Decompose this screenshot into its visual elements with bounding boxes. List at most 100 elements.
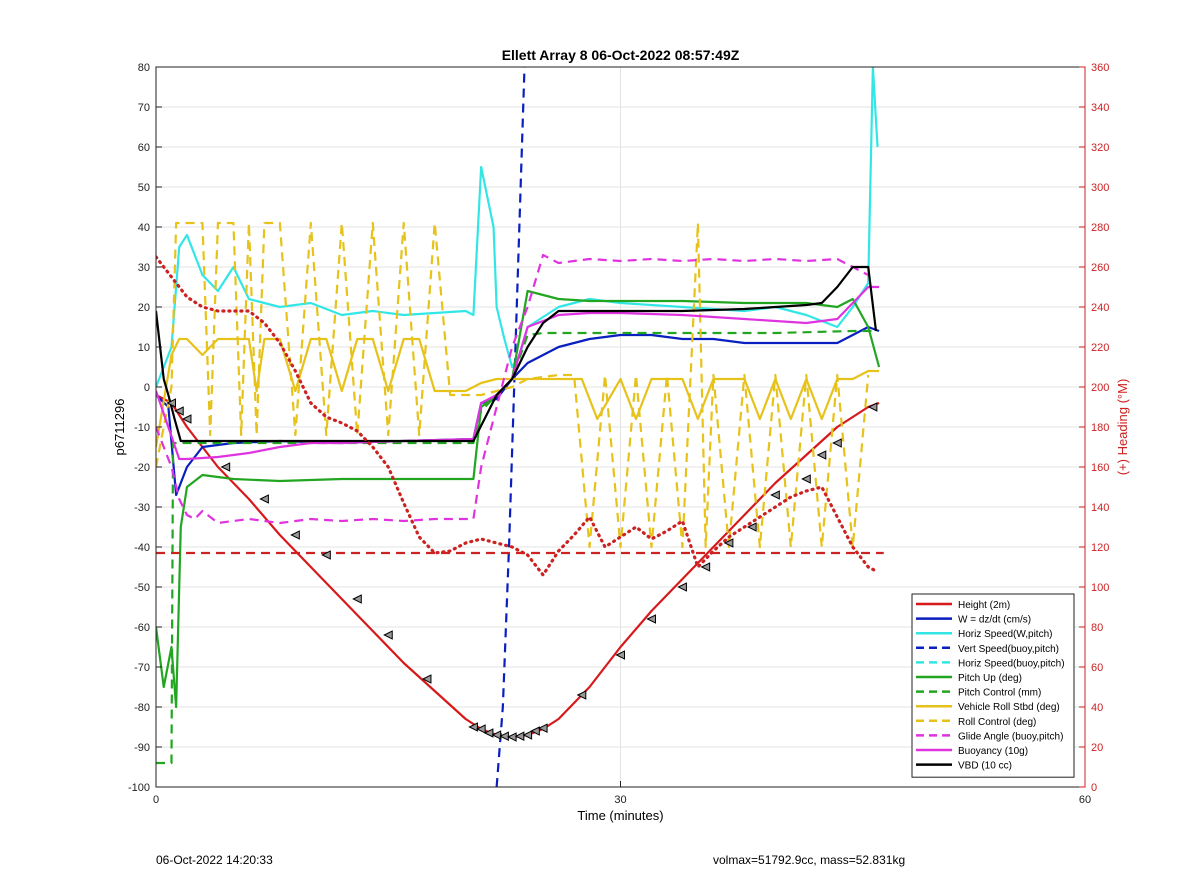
y-tick-label: 0	[144, 382, 150, 394]
series-line-1	[156, 325, 880, 497]
y-tick-label: 80	[138, 62, 150, 74]
height-marker	[166, 398, 176, 408]
x-tick-label: 30	[614, 794, 626, 806]
height-marker	[816, 450, 827, 460]
y2-tick-label: 40	[1091, 702, 1103, 714]
series-line-0	[156, 394, 880, 739]
y-tick-label: 60	[138, 142, 150, 154]
y2-tick-label: 0	[1091, 782, 1097, 794]
height-marker	[290, 530, 300, 540]
y-tick-label: 30	[138, 262, 150, 274]
height-marker	[801, 474, 811, 484]
y2-tick-label: 280	[1091, 222, 1109, 234]
legend-label: Vert Speed(buoy,pitch)	[958, 644, 1059, 655]
y2-tick-label: 260	[1091, 262, 1109, 274]
y2-tick-label: 240	[1091, 302, 1109, 314]
height-marker	[220, 462, 231, 472]
y2-tick-label: 20	[1091, 742, 1103, 754]
y2-tick-label: 200	[1091, 382, 1109, 394]
legend-label: Roll Control (deg)	[958, 717, 1036, 728]
y-tick-label: -70	[134, 662, 150, 674]
height-marker	[700, 562, 711, 572]
height-marker	[746, 522, 757, 532]
y-tick-label: 20	[138, 302, 150, 314]
y-tick-label: -50	[134, 582, 150, 594]
series-layer	[156, 67, 884, 787]
legend-label: Horiz Speed(buoy,pitch)	[958, 658, 1065, 669]
chart-title: Ellett Array 8 06-Oct-2022 08:57:49Z	[502, 47, 740, 63]
height-marker	[615, 650, 625, 660]
y-tick-label: -60	[134, 622, 150, 634]
height-marker	[723, 538, 734, 548]
y-tick-label: -90	[134, 742, 150, 754]
height-marker	[468, 722, 478, 732]
y2-tick-label: 340	[1091, 102, 1109, 114]
x-tick-label: 0	[153, 794, 159, 806]
x-axis-label: Time (minutes)	[577, 808, 663, 823]
footer-timestamp: 06-Oct-2022 14:20:33	[156, 853, 273, 867]
heading-line-0	[156, 255, 878, 577]
legend: Height (2m) W = dz/dt (cm/s) Horiz Speed(W…	[911, 593, 1075, 778]
footer-volmax-mass: volmax=51792.9cc, mass=52.831kg	[713, 853, 906, 867]
height-marker	[421, 674, 432, 684]
y2-tick-label: 320	[1091, 142, 1109, 154]
y2-axis-label: (+) Heading (°M)	[1115, 379, 1130, 476]
height-marker	[530, 726, 540, 736]
height-marker	[522, 730, 533, 740]
legend-label: W = dz/dt (cm/s)	[958, 615, 1031, 626]
y2-tick-label: 60	[1091, 662, 1103, 674]
legend-label: VBD (10 cc)	[958, 761, 1012, 772]
height-marker	[576, 690, 587, 700]
height-marker	[770, 490, 780, 500]
y-tick-label: -100	[128, 782, 150, 794]
legend-label: Pitch Up (deg)	[958, 673, 1022, 684]
y2-tick-label: 120	[1091, 542, 1109, 554]
legend-label: Pitch Control (mm)	[958, 688, 1041, 699]
legend-label: Height (2m)	[958, 600, 1010, 611]
y2-tick-label: 140	[1091, 502, 1109, 514]
height-marker	[677, 582, 687, 592]
height-marker	[514, 731, 525, 742]
height-marker	[537, 723, 548, 734]
height-marker	[499, 731, 509, 742]
y-tick-label: 10	[138, 342, 150, 354]
series-line-5	[156, 289, 881, 709]
series-line-2	[156, 67, 879, 388]
y-tick-label: 70	[138, 102, 150, 114]
legend-label: Glide Angle (buoy,pitch)	[958, 731, 1063, 742]
height-marker	[832, 438, 842, 448]
legend-label: Vehicle Roll Stbd (deg)	[958, 702, 1060, 713]
y-tick-label: -40	[134, 542, 150, 554]
y-axis-label: p6711296	[112, 399, 127, 456]
y-axis-ticks: -100-90-80-70-60-50-40-30-20-10010203040…	[128, 62, 162, 794]
x-axis-ticks: 0 30 60	[153, 781, 1091, 806]
y-tick-label: 40	[138, 222, 150, 234]
height-marker	[506, 732, 517, 742]
height-marker	[867, 402, 878, 412]
series-line-7	[156, 337, 880, 448]
legend-label: Horiz Speed(W,pitch)	[958, 629, 1052, 640]
y2-tick-label: 100	[1091, 582, 1109, 594]
height-marker	[174, 406, 184, 416]
series-line-11	[156, 265, 878, 443]
x-tick-label: 60	[1079, 794, 1091, 806]
y2-tick-label: 220	[1091, 342, 1109, 354]
y-tick-label: -80	[134, 702, 150, 714]
y-tick-label: -20	[134, 462, 150, 474]
y2-tick-label: 80	[1091, 622, 1103, 634]
height-marker	[646, 614, 656, 624]
y-tick-label: -30	[134, 502, 150, 514]
height-marker	[383, 630, 393, 640]
y-tick-label: -10	[134, 422, 150, 434]
height-marker	[259, 494, 269, 504]
height-marker	[483, 728, 494, 738]
series-line-6	[156, 329, 876, 765]
y2-tick-label: 180	[1091, 422, 1109, 434]
height-marker	[181, 414, 192, 424]
series-line-9	[156, 253, 869, 525]
height-marker	[476, 724, 486, 734]
y2-axis-ticks: 0 20 40 60 80 100 120 140 160 180 200 220 240 260 280 3…	[1079, 62, 1109, 794]
legend-label: Buoyancy (10g)	[958, 746, 1028, 757]
height-marker	[321, 550, 331, 560]
y-tick-label: 50	[138, 182, 150, 194]
